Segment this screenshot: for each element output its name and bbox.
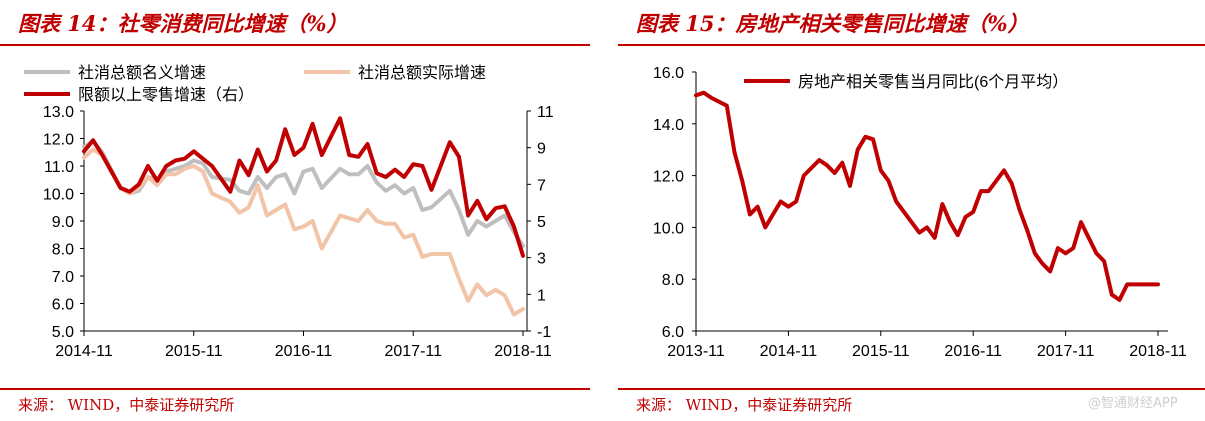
x-tick-label: 2014-11 (55, 343, 113, 360)
source-note: 来源： WIND，中泰证券研究所 (18, 396, 235, 414)
y-left-tick-label: 13.0 (43, 104, 74, 121)
x-tick-label: 2014-11 (760, 343, 818, 360)
y-right-tick-label: -1 (537, 324, 551, 341)
title-divider (618, 44, 1205, 46)
x-tick-label: 2015-11 (165, 343, 223, 360)
x-tick-label: 2017-11 (1037, 343, 1095, 360)
x-tick-label: 2015-11 (852, 343, 910, 360)
chart-plot-real-estate-retail: 6.0 8.0 10.0 12.0 14.0 16.0 2013-11 2014-11 2015… (653, 65, 1187, 360)
y-left-tick-label: 5.0 (52, 324, 74, 341)
y-tick-label: 10.0 (653, 220, 684, 237)
y-right-tick-label: 5 (537, 214, 546, 231)
y-left-tick-label: 12.0 (43, 132, 74, 149)
y-right-tick-label: 7 (537, 177, 546, 194)
chart-title: 图表 15：房地产相关零售同比增速（%） (636, 11, 1029, 36)
x-tick-label: 2013-11 (667, 343, 725, 360)
legend-label: 社消总额名义增速 (78, 64, 206, 82)
chart-panel-social-retail: 图表 14：社零消费同比增速（%） 5.0 6.0 7.0 8.0 9.0 10.0 11.… (0, 0, 590, 421)
y-left-tick-label: 11.0 (44, 159, 74, 176)
y-left-tick-label: 10.0 (43, 187, 74, 204)
y-right-tick-label: 11 (537, 104, 554, 121)
source-divider (618, 388, 1205, 390)
chart-title: 图表 14：社零消费同比增速（%） (18, 11, 348, 36)
y-left-tick-label: 8.0 (52, 242, 74, 259)
x-tick-label: 2018-11 (494, 343, 552, 360)
y-tick-label: 8.0 (662, 272, 684, 289)
y-right-tick-label: 3 (537, 251, 546, 268)
y-tick-label: 12.0 (653, 169, 684, 186)
y-tick-label: 16.0 (653, 65, 684, 82)
y-left-tick-label: 6.0 (52, 297, 74, 314)
y-right-tick-label: 9 (537, 141, 546, 158)
title-divider (0, 44, 590, 46)
series-line-2 (82, 147, 525, 317)
x-tick-label: 2016-11 (944, 343, 1002, 360)
source-note: 来源： WIND，中泰证券研究所 (636, 396, 853, 414)
legend-label: 房地产相关零售当月同比(6个月平均） (798, 73, 1068, 91)
x-tick-label: 2017-11 (384, 343, 442, 360)
chart-plot-social-retail: 5.0 6.0 7.0 8.0 9.0 10.0 11.0 12.0 13.0 -1 1 3 5 7 9 11… (24, 64, 554, 360)
series-line-1 (694, 90, 1160, 302)
chart-panel-real-estate-retail: 图表 15：房地产相关零售同比增速（%） 6.0 8.0 10.0 12.0 14.0 1… (618, 0, 1205, 421)
watermark: @智通财经APP (1088, 396, 1178, 411)
x-tick-label: 2018-11 (1129, 343, 1187, 360)
y-tick-label: 14.0 (653, 117, 684, 134)
legend-label: 社消总额实际增速 (358, 64, 486, 82)
y-left-tick-label: 7.0 (52, 269, 74, 286)
legend-label: 限额以上零售增速（右） (78, 86, 254, 104)
y-tick-label: 6.0 (662, 324, 684, 341)
series-line-3 (82, 116, 525, 258)
y-left-tick-label: 9.0 (52, 214, 74, 231)
x-tick-label: 2016-11 (275, 343, 333, 360)
y-right-tick-label: 1 (537, 287, 546, 304)
source-divider (0, 388, 590, 390)
